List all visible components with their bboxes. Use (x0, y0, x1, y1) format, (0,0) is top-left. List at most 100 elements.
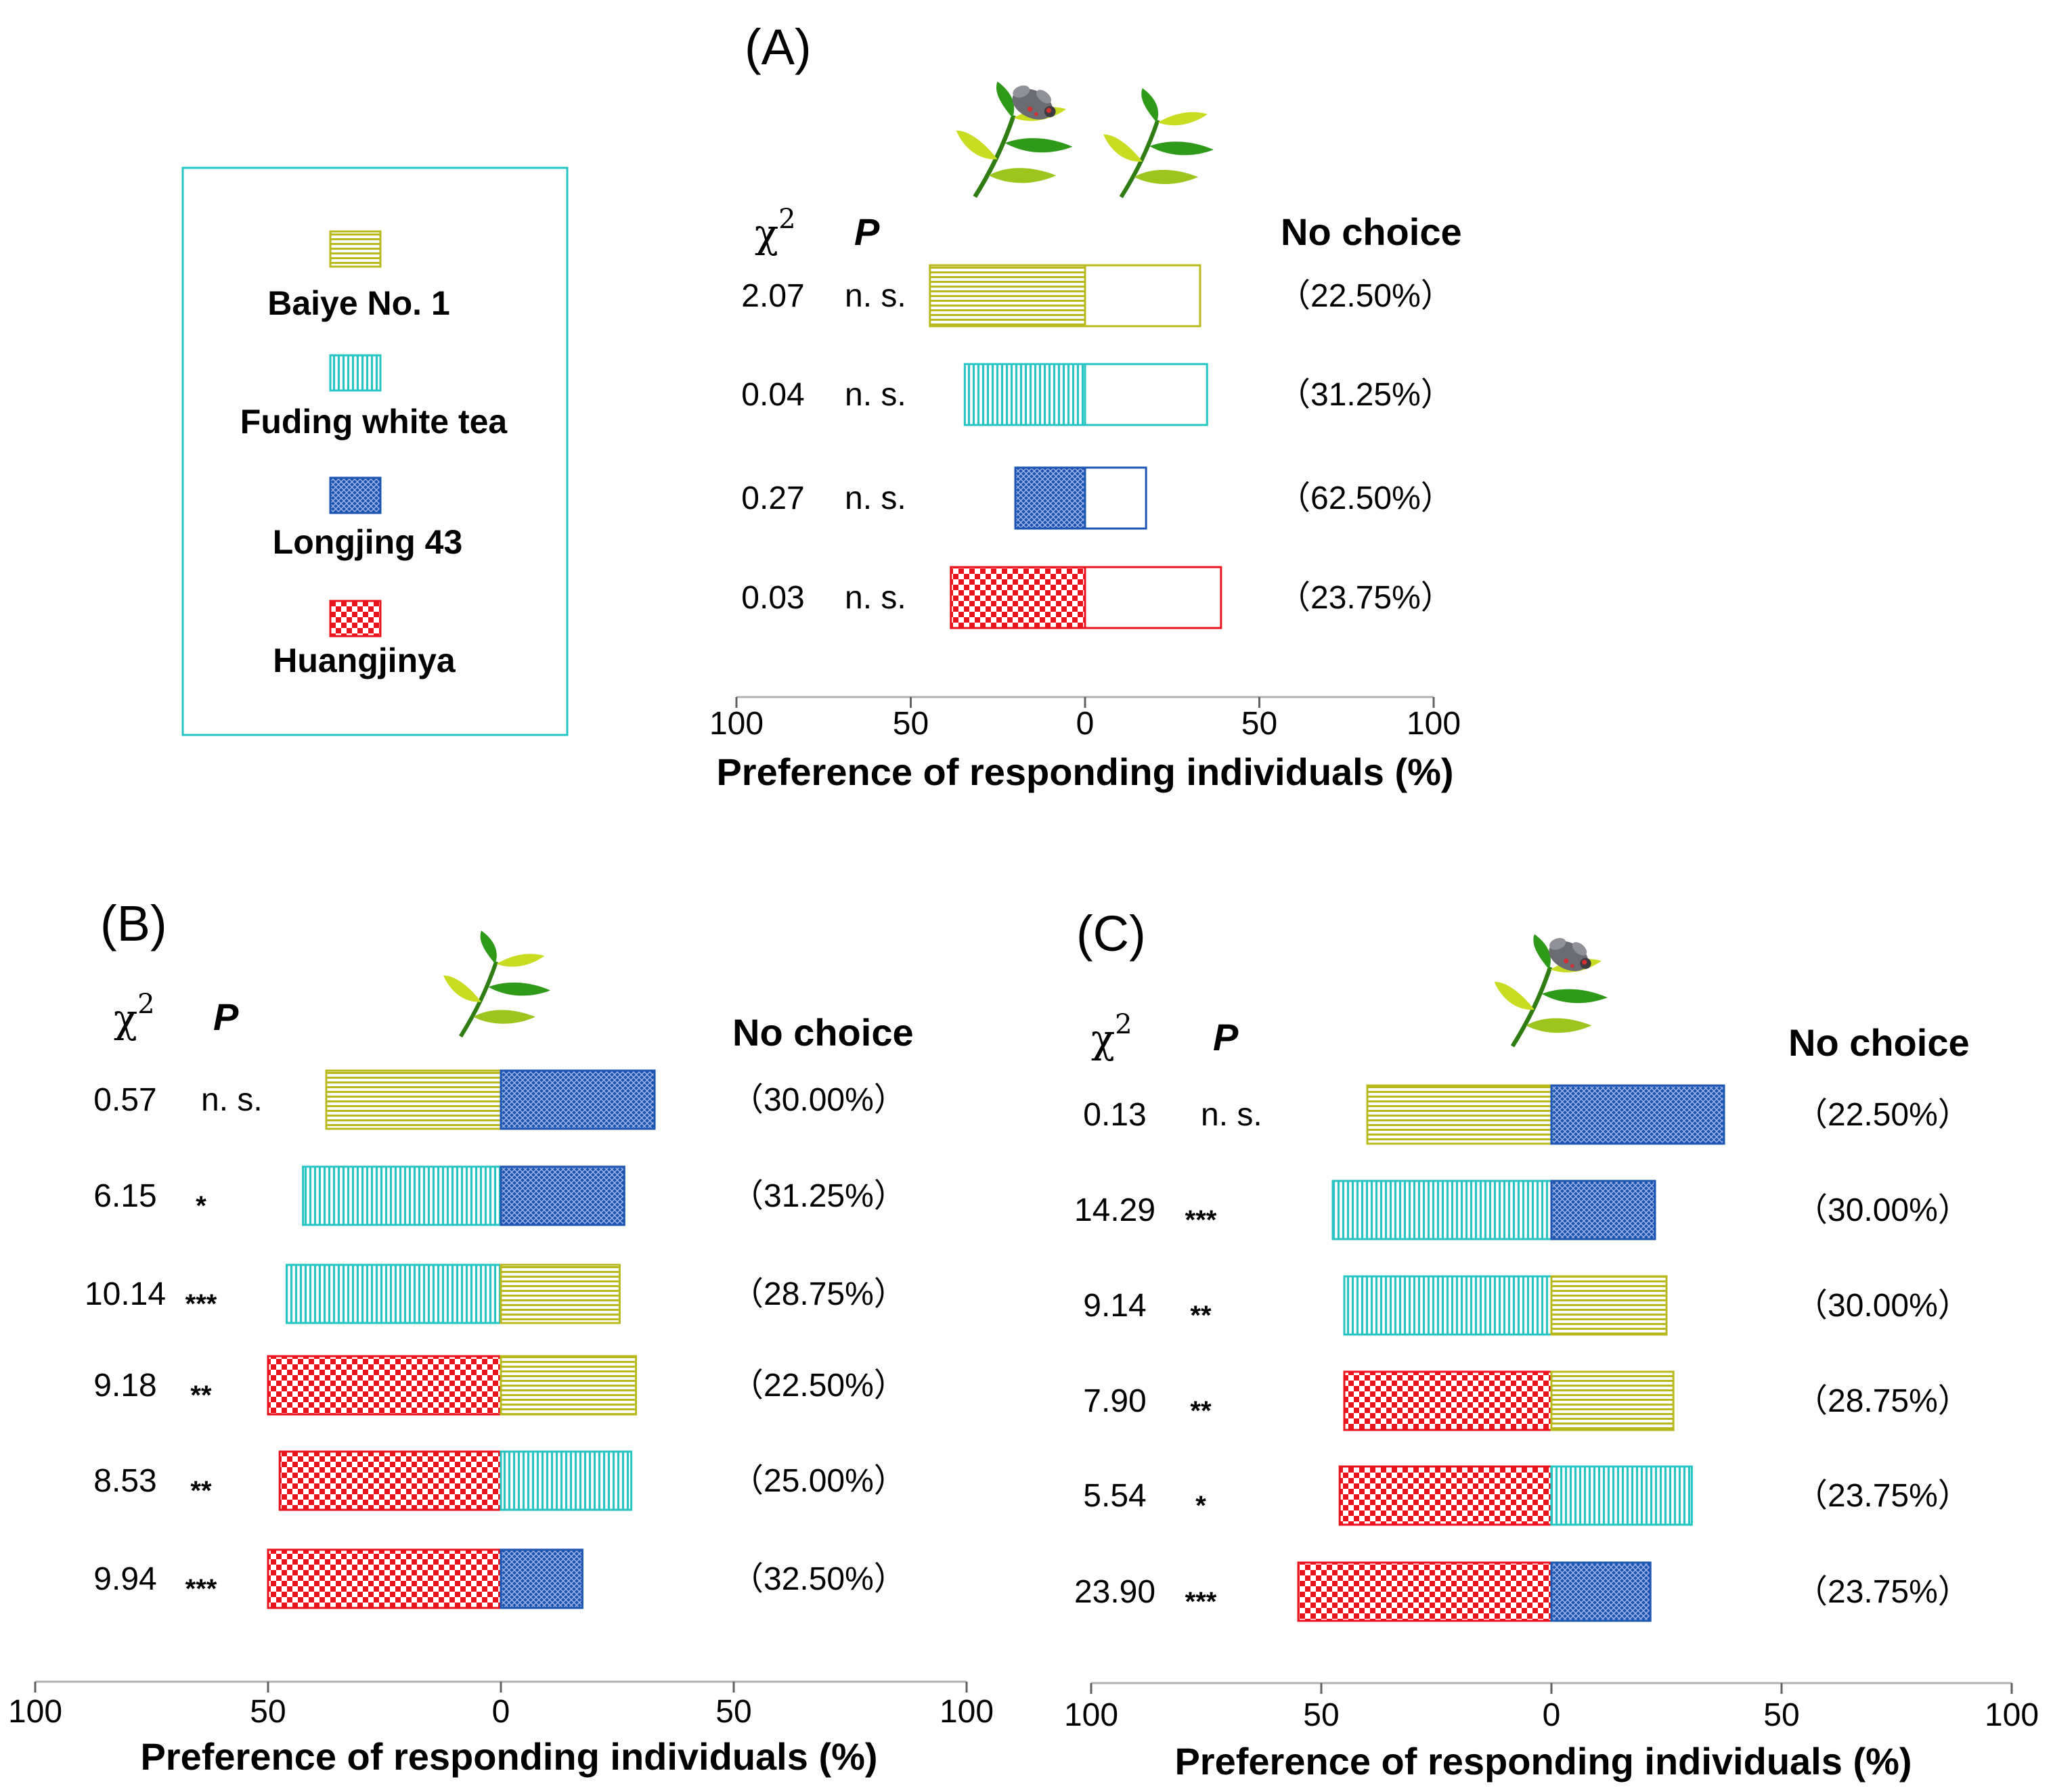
chi2-value: 9.94 (93, 1561, 156, 1597)
bar-huangjinya-left (950, 566, 1086, 629)
bar-huangjinya-left (278, 1450, 502, 1511)
chi2-value: 0.57 (93, 1082, 156, 1118)
panel-c-x-axis: 100 50 0 50 100 (1064, 1682, 2039, 1733)
p-value: n. s. (845, 580, 906, 616)
legend-swatch-fuding (329, 354, 382, 392)
legend-label-baiye: Baiye No. 1 (267, 284, 450, 322)
infested-tea-shoot-icon (1495, 934, 1608, 1046)
no-choice-value: （30.00%） (731, 1082, 906, 1118)
no-choice-value: （62.50%） (1278, 480, 1453, 516)
panel-a-x-axis-label: Preference of responding individuals (%) (716, 751, 1453, 793)
bar-baiye-right (500, 1263, 621, 1324)
panel-b-x-axis: 100 50 0 50 100 (8, 1680, 994, 1730)
bar-huangjinya-right (1084, 566, 1222, 629)
bar-longjing-right (1550, 1180, 1656, 1240)
no-choice-value: （22.50%） (1795, 1097, 1970, 1133)
p-value: ** (190, 1476, 212, 1506)
chi2-value: 7.90 (1083, 1383, 1146, 1419)
x-tick-label: 100 (1064, 1697, 1118, 1733)
chi2-value: 0.04 (741, 377, 804, 413)
legend: Baiye No. 1 Fuding white tea Longjing 43… (181, 166, 569, 736)
bar-huangjinya-left (267, 1355, 502, 1416)
panel-a-no-choice-header: No choice (1281, 210, 1462, 253)
legend-label-longjing: Longjing 43 (273, 523, 463, 561)
legend-swatch-baiye (329, 230, 382, 268)
panel-a-x-axis: 100 50 0 50 100 (709, 696, 1461, 742)
p-value: *** (185, 1289, 217, 1319)
bar-huangjinya-left (267, 1548, 502, 1609)
infested-tea-shoot-icon (956, 82, 1073, 197)
p-value: ** (1190, 1396, 1212, 1426)
x-tick-label: 0 (1076, 706, 1095, 742)
panel-c-chi2-header: χ2 (1091, 1009, 1132, 1062)
p-value: *** (185, 1574, 217, 1604)
no-choice-value: （31.25%） (1278, 377, 1453, 413)
no-choice-value: （28.75%） (731, 1276, 906, 1312)
p-value: n. s. (1201, 1097, 1262, 1133)
legend-label-fuding: Fuding white tea (240, 403, 508, 441)
chi2-value: 2.07 (741, 278, 804, 314)
no-choice-value: （23.75%） (1795, 1478, 1970, 1514)
panel-a-title: (A) (745, 19, 812, 75)
bar-longjing-right (1550, 1084, 1725, 1145)
chi2-value: 8.53 (93, 1463, 156, 1499)
x-tick-label: 0 (492, 1694, 510, 1730)
bar-baiye-right (500, 1355, 638, 1416)
panel-c: (C) χ2 P No choice 0.13 n. s. （22.50%） 14.2… (1064, 905, 2039, 1783)
p-value: n. s. (845, 377, 906, 413)
bar-fuding-left (1331, 1180, 1553, 1240)
p-value: * (196, 1191, 206, 1221)
p-value: ** (190, 1381, 212, 1410)
chi2-value: 0.13 (1083, 1097, 1146, 1133)
panel-a-p-header: P (854, 210, 880, 253)
tea-shoot-icon (1103, 88, 1214, 197)
no-choice-value: （23.75%） (1795, 1574, 1970, 1610)
no-choice-value: （30.00%） (1795, 1288, 1970, 1324)
bar-longjing-right (1084, 466, 1147, 530)
p-value: *** (1185, 1205, 1217, 1235)
bar-fuding-right (1084, 363, 1208, 426)
panel-b-x-axis-label: Preference of responding individuals (%) (140, 1735, 877, 1778)
panel-a: (A) χ2 P No choice 2.07 n. s. （22.50%） 0.04… (709, 19, 1462, 793)
panel-b-chi2-header: χ2 (114, 989, 155, 1041)
p-value: ** (1190, 1301, 1212, 1330)
x-tick-label: 50 (1763, 1697, 1799, 1733)
panel-c-title: (C) (1076, 905, 1146, 962)
panel-b: (B) χ2 P No choice 0.57 n. s. （30.00%） 6.15… (8, 895, 994, 1778)
no-choice-value: （32.50%） (731, 1561, 906, 1597)
legend-frame (181, 166, 569, 736)
panel-c-x-axis-label: Preference of responding individuals (%) (1174, 1740, 1912, 1783)
x-tick-label: 50 (250, 1694, 286, 1730)
no-choice-value: （31.25%） (731, 1178, 906, 1214)
panel-c-p-header: P (1213, 1016, 1239, 1058)
bar-huangjinya-left (1338, 1465, 1553, 1526)
bar-longjing-right (500, 1069, 656, 1130)
p-value: *** (1185, 1587, 1217, 1617)
panel-c-no-choice-header: No choice (1788, 1021, 1970, 1064)
x-tick-label: 100 (709, 706, 764, 742)
no-choice-value: （28.75%） (1795, 1383, 1970, 1419)
p-value: n. s. (201, 1082, 263, 1118)
x-tick-label: 50 (1241, 706, 1277, 742)
x-tick-label: 100 (940, 1694, 994, 1730)
chi2-value: 23.90 (1074, 1574, 1155, 1610)
p-value: * (1195, 1491, 1206, 1521)
bar-baiye-left (1366, 1084, 1553, 1145)
panel-a-rows: 2.07 n. s. （22.50%） 0.04 n. s. （31.25%） 0.27 n.… (741, 264, 1453, 629)
panel-b-p-header: P (213, 995, 239, 1038)
chi2-value: 9.18 (93, 1368, 156, 1404)
chi2-value: 0.03 (741, 580, 804, 616)
chi2-value: 14.29 (1074, 1192, 1155, 1228)
no-choice-value: （30.00%） (1795, 1192, 1970, 1228)
bar-baiye-right (1084, 264, 1201, 328)
bar-baiye-right (1550, 1370, 1675, 1431)
p-value: n. s. (845, 278, 906, 314)
x-tick-label: 50 (893, 706, 929, 742)
tea-shoot-icon (443, 931, 550, 1036)
bar-longjing-left (1014, 466, 1086, 530)
panel-a-chi2-header: χ2 (755, 204, 796, 256)
legend-swatch-longjing (329, 476, 382, 514)
x-tick-label: 100 (1985, 1697, 2039, 1733)
chi2-value: 10.14 (85, 1276, 166, 1312)
bar-longjing-right (500, 1548, 583, 1609)
